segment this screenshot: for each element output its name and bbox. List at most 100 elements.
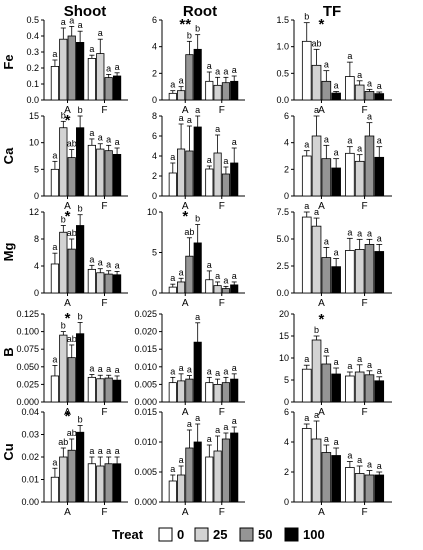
letter-label-cu-tf: a: [324, 434, 329, 444]
letter-label-cu-root: a: [215, 425, 220, 435]
y-tick-label-b-root: 0.025: [134, 309, 157, 319]
letter-label-cu-tf: a: [314, 410, 319, 420]
letter-label-cu-tf: a: [347, 451, 352, 461]
letter-label-cu-shoot: a: [106, 446, 111, 456]
letter-label-fe-shoot: a: [69, 15, 74, 25]
bar-fe-tf-a-50: [321, 80, 332, 101]
bar-b-root-a-0: [168, 382, 177, 403]
bar-b-shoot-a-100: [76, 333, 85, 403]
legend: Treat 0 25 50 100: [112, 527, 325, 542]
y-tick-label-ca-shoot: 5: [34, 164, 39, 174]
bar-mg-shoot-a-100: [76, 225, 85, 294]
x-tick-label-cu-tf-f: F: [362, 507, 368, 518]
y-tick-label-cu-shoot: 0.02: [21, 452, 39, 462]
y-tick-label-mg-shoot: 4: [34, 261, 39, 271]
bar-mg-root-a-25: [177, 281, 186, 294]
letter-label-mg-shoot: b: [61, 215, 66, 225]
x-tick-label-mg-tf-a: A: [318, 298, 325, 309]
y-tick-label-mg-root: 5: [152, 248, 157, 258]
bar-cu-tf-a-0: [301, 428, 312, 503]
letter-label-cu-tf: a: [377, 461, 382, 471]
bar-fe-tf-f-50: [364, 91, 375, 101]
y-tick-label-ca-root: 6: [152, 131, 157, 141]
letter-label-b-root: a: [195, 312, 200, 322]
bar-cu-root-f-50: [221, 438, 230, 503]
legend-swatch-100: [284, 527, 299, 542]
bar-cu-shoot-f-100: [112, 463, 122, 503]
bar-cu-tf-a-100: [331, 455, 341, 503]
bar-cu-tf-a-25: [311, 438, 322, 503]
letter-label-fe-shoot: a: [115, 62, 120, 72]
letter-label-ca-tf: a: [357, 144, 362, 154]
letter-label-cu-tf: a: [334, 437, 339, 447]
letter-label-ca-shoot: a: [98, 133, 103, 143]
letter-label-mg-root: a: [223, 275, 228, 285]
y-tick-label-ca-root: 4: [152, 151, 157, 161]
bar-mg-shoot-f-25: [96, 272, 105, 294]
bar-fe-root-a-50: [185, 54, 194, 101]
y-tick-label-b-shoot: 0.125: [16, 309, 39, 319]
bar-b-tf-f-25: [354, 371, 365, 403]
bar-cu-root-f-0: [205, 456, 214, 503]
bar-ca-tf-f-50: [364, 135, 375, 197]
letter-label-cu-tf: a: [367, 460, 372, 470]
bar-b-root-f-0: [205, 382, 214, 403]
x-tick-label-fe-tf-a: A: [318, 105, 325, 116]
y-tick-label-cu-root: 0.000: [134, 497, 157, 507]
bar-b-shoot-a-0: [50, 375, 60, 403]
bar-mg-tf-a-0: [301, 216, 312, 294]
x-tick-label-b-tf-f: F: [362, 407, 368, 418]
letter-label-b-root: a: [207, 366, 212, 376]
bar-cu-root-f-25: [213, 450, 222, 503]
letter-label-fe-root: b: [187, 30, 192, 40]
letter-label-fe-tf: a: [347, 51, 352, 61]
y-tick-label-ca-tf: 0: [284, 191, 289, 201]
row-label-ca: Ca: [1, 147, 16, 164]
letter-label-mg-tf: a: [357, 228, 362, 238]
bar-fe-tf-a-0: [301, 40, 312, 101]
bar-ca-tf-a-100: [331, 167, 341, 197]
y-tick-label-fe-shoot: 0.5: [26, 15, 39, 25]
letter-label-fe-root: a: [207, 61, 212, 71]
y-tick-label-mg-root: 10: [147, 207, 157, 217]
legend-label-0: 0: [177, 527, 184, 542]
letter-label-mg-tf: a: [304, 201, 309, 211]
bar-ca-root-f-0: [205, 168, 214, 197]
y-tick-label-b-shoot: 0.100: [16, 327, 39, 337]
letter-label-mg-root: a: [179, 267, 184, 277]
letter-label-b-root: a: [232, 363, 237, 373]
letter-label-b-tf: a: [347, 361, 352, 371]
letter-label-fe-shoot: a: [106, 63, 111, 73]
letter-label-cu-root: a: [179, 455, 184, 465]
letter-label-fe-shoot: a: [78, 20, 83, 30]
letter-label-fe-root: a: [232, 65, 237, 75]
letter-label-cu-shoot: b: [78, 415, 83, 425]
letter-label-b-root: a: [179, 363, 184, 373]
letter-label-fe-tf: ab: [312, 38, 322, 48]
letter-label-cu-shoot: a: [52, 457, 57, 467]
letter-label-fe-root: a: [170, 80, 175, 90]
bar-fe-tf-a-25: [311, 64, 322, 101]
letter-label-mg-shoot: a: [52, 242, 57, 252]
y-tick-label-ca-tf: 4: [284, 138, 289, 148]
y-tick-label-cu-tf: 4: [284, 437, 289, 447]
letter-label-b-tf: a: [377, 366, 382, 376]
y-tick-label-b-shoot: 0.050: [16, 362, 39, 372]
bar-b-root-f-25: [213, 383, 222, 403]
letter-label-fe-shoot: a: [61, 17, 66, 27]
legend-swatch-25: [194, 527, 209, 542]
x-tick-label-mg-root-a: A: [182, 298, 189, 309]
y-tick-label-b-root: 0.010: [134, 362, 157, 372]
y-tick-label-mg-tf: 2.5: [276, 261, 289, 271]
bar-ca-tf-f-100: [374, 156, 385, 197]
bar-b-tf-f-0: [345, 375, 355, 403]
bar-ca-tf-a-0: [301, 155, 312, 197]
y-tick-label-ca-shoot: 15: [29, 111, 39, 121]
bar-mg-tf-a-25: [311, 225, 322, 294]
